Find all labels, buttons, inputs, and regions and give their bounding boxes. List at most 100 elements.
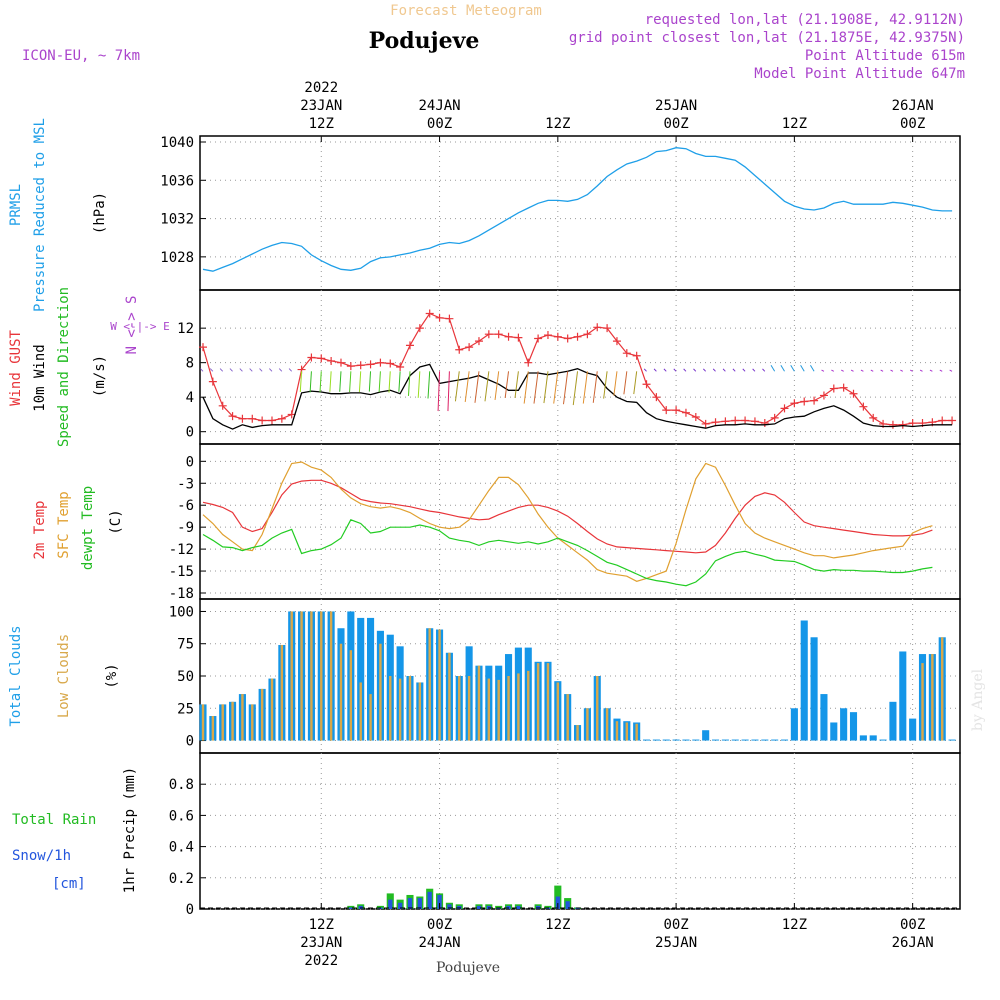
gust-point: [376, 358, 385, 367]
gust-point: [938, 416, 947, 425]
gust-point: [258, 416, 267, 425]
cloud-low-bar: [517, 673, 520, 741]
clouds-unit: (%): [104, 663, 120, 688]
cloud-low-bar: [300, 611, 303, 741]
cloud-total-bar: [731, 739, 739, 741]
wind-arrow: [329, 371, 332, 392]
y-tick-label: 0: [186, 425, 194, 441]
cloud-total-bar: [879, 739, 887, 741]
gust-point: [494, 330, 503, 339]
panel-wind: 0 4 8 12: [177, 289, 961, 445]
wind-arrow: [454, 371, 460, 402]
cloud-total-bar: [662, 739, 670, 741]
gust-point: [869, 413, 878, 422]
watermark: by Angel: [970, 668, 986, 731]
gust-point: [543, 331, 552, 340]
cloud-total-bar: [652, 739, 660, 741]
time-label-bottom: 23JAN: [300, 935, 342, 951]
cloud-low-bar: [536, 663, 540, 741]
wind-arrow: [850, 369, 854, 372]
wind-arrow: [514, 371, 519, 399]
cloud-total-bar: [692, 739, 700, 741]
wind-arrow: [543, 371, 549, 404]
gust-point: [908, 419, 917, 428]
panel-frame: [199, 752, 961, 910]
cloud-low-bar: [270, 678, 274, 741]
time-label-top: 24JAN: [418, 98, 460, 114]
panel-frame: [199, 443, 961, 600]
panel-frame: [199, 289, 961, 445]
gust-point: [691, 413, 700, 422]
time-label-bottom: 00Z: [663, 917, 688, 933]
point-altitude: Point Altitude 615m: [805, 48, 965, 64]
cloud-total-bar: [948, 739, 956, 741]
wind-arrow: [572, 371, 579, 406]
cloud-total-bar: [820, 694, 828, 741]
cloud-low-bar: [527, 670, 530, 741]
wind-arrow: [653, 368, 657, 372]
cloud-total-bar: [751, 739, 759, 741]
compass-we: W <-|-> E: [110, 320, 170, 333]
gust-point: [652, 393, 661, 402]
cloud-low-bar: [428, 628, 431, 741]
cloud-total-bar: [810, 637, 818, 741]
cloud-low-bar: [941, 637, 944, 741]
cloud-low-bar: [241, 694, 244, 741]
cloud-low-bar: [398, 678, 402, 741]
sfc-temp-line: [202, 461, 933, 582]
gust-point: [474, 337, 483, 346]
wind-arrow: [810, 365, 815, 372]
gust-point: [534, 334, 543, 343]
cloud-total-bar: [741, 739, 749, 741]
wind-arrow: [770, 365, 776, 372]
wind-arrow: [299, 371, 303, 393]
wind-arrow: [553, 371, 559, 404]
time-label-top: 12Z: [782, 116, 807, 132]
wind-arrow: [533, 371, 539, 404]
wind-arrow: [603, 371, 608, 399]
wind-arrow: [200, 368, 204, 372]
cloud-low-bar: [467, 676, 471, 741]
gust-point: [681, 408, 690, 417]
wind-arrow: [309, 371, 312, 393]
wind-arrow: [821, 369, 825, 372]
gust-point: [583, 330, 592, 339]
y-tick-label: -18: [169, 586, 194, 602]
panel-labels: PRMSL Pressure Reduced to MSL (hPa) Wind GU…: [8, 118, 170, 893]
time-label-top: 00Z: [663, 116, 688, 132]
cloud-low-bar: [329, 611, 333, 741]
wind-arrow: [229, 368, 233, 372]
wind-arrow: [504, 371, 510, 399]
cloud-total-bar: [771, 739, 779, 741]
gust-point: [445, 314, 454, 323]
cloud-low-bar: [507, 676, 510, 741]
gust-point: [563, 334, 572, 343]
cloud-total-bar: [899, 651, 907, 741]
cloud-low-bar: [921, 663, 924, 741]
wind-unit: (m/s): [92, 355, 108, 397]
gust-point: [317, 354, 326, 363]
gust-point: [612, 337, 621, 346]
gust-point: [553, 332, 562, 341]
wind-arrow: [447, 371, 450, 412]
wind-arrow: [693, 368, 697, 372]
cloud-low-bar: [320, 611, 323, 741]
snow-bar: [437, 894, 442, 909]
wind-arrow: [703, 368, 707, 372]
wind-arrow: [939, 369, 943, 372]
gust-point: [327, 356, 336, 365]
gust-point: [839, 383, 848, 392]
y-tick-label: 0.8: [169, 777, 194, 793]
wind-arrow: [474, 371, 480, 403]
wind-arrow: [278, 368, 283, 372]
snow-bar: [397, 902, 403, 909]
cloud-low-bar: [497, 679, 500, 741]
cloud-total-bar: [367, 617, 375, 741]
wind-gust-label: Wind GUST: [8, 330, 24, 406]
wind-arrow: [663, 368, 667, 372]
wind-arrow: [209, 368, 214, 372]
wind-arrow: [249, 368, 253, 372]
wind-arrow: [673, 368, 677, 372]
wind-arrow: [427, 371, 431, 399]
panels: 1028 1032 1036 1040 0 4 8 12 0 -3 -6 -9 -12 -15 -18 0 25…: [160, 135, 961, 918]
